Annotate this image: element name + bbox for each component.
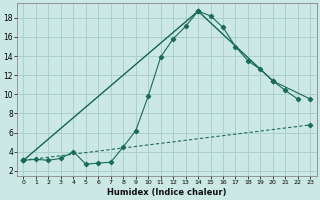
- X-axis label: Humidex (Indice chaleur): Humidex (Indice chaleur): [107, 188, 227, 197]
